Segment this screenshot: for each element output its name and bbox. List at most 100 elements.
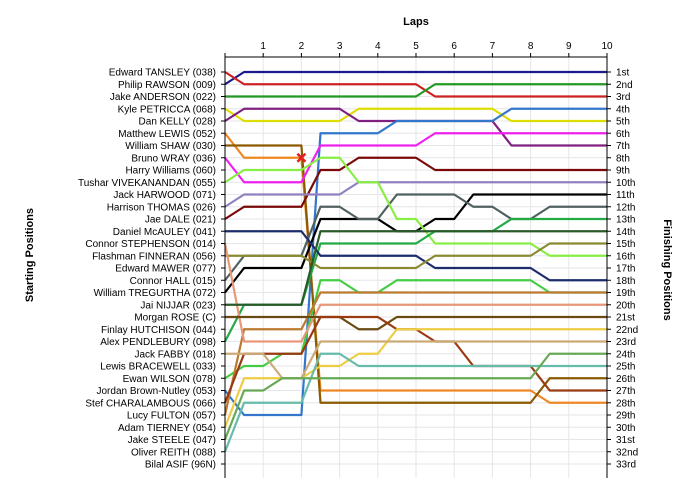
series-line [224, 107, 607, 123]
starting-position-label: Adam TIERNEY (054) [118, 423, 216, 434]
series-layer [223, 70, 607, 453]
x-tick-label: 6 [451, 41, 457, 52]
finishing-position-label: 1st [616, 68, 630, 79]
series-line [223, 352, 607, 440]
finishing-position-label: 26th [616, 374, 635, 385]
starting-position-label: Jai NIJJAR (023) [140, 300, 216, 311]
x-tick-label: 5 [413, 41, 419, 52]
x-tick-label: 1 [260, 41, 266, 52]
starting-position-label: William SHAW (030) [125, 141, 216, 152]
finishing-position-label: 32nd [616, 447, 638, 458]
finishing-position-label: 31st [616, 435, 635, 446]
starting-position-label: Edward TANSLEY (038) [109, 68, 216, 79]
finishing-position-label: 7th [616, 141, 630, 152]
series-line [225, 230, 607, 306]
series-line [225, 83, 607, 98]
series-line [224, 156, 607, 257]
starting-position-label: Jack FABBY (018) [134, 349, 216, 360]
finishing-position-label: 22nd [616, 325, 638, 336]
x-tick-label: 2 [299, 41, 305, 52]
finishing-position-label: 21st [616, 313, 635, 324]
x-tick-label: 3 [337, 41, 343, 52]
finishing-position-label: 27th [616, 386, 635, 397]
starting-position-label: Oliver REITH (088) [131, 447, 216, 458]
starting-position-label: Kyle PETRICCA (068) [118, 104, 216, 115]
series-line [223, 328, 607, 428]
starting-position-label: Harrison THOMAS (026) [107, 202, 216, 213]
x-tick-label: 10 [601, 41, 613, 52]
starting-position-label: Matthew LEWIS (052) [118, 129, 216, 140]
starting-position-label: Dan KELLY (028) [139, 117, 216, 128]
series-line [223, 243, 607, 343]
finishing-position-label: 6th [616, 129, 630, 140]
finishing-position-label: 24th [616, 349, 635, 360]
starting-position-label: Edward MAWER (077) [115, 264, 216, 275]
axes [221, 53, 611, 478]
finishing-position-label: 33rd [616, 460, 636, 471]
x-tick-label: 8 [528, 41, 534, 52]
series-line [223, 291, 607, 416]
markers [296, 152, 307, 163]
starting-position-labels: Edward TANSLEY (038)Philip RAWSON (009)J… [78, 68, 216, 471]
series-line [224, 132, 607, 184]
finishing-position-label: 9th [616, 166, 630, 177]
finishing-position-label: 4th [616, 104, 630, 115]
starting-position-label: Alex PENDLEBURY (098) [100, 337, 216, 348]
starting-position-label: Jake ANDERSON (022) [110, 92, 216, 103]
starting-position-label: Jordan Brown-Nutley (053) [97, 386, 217, 397]
starting-position-label: Flashman FINNERAN (056) [92, 251, 216, 262]
series-line [224, 70, 607, 86]
series-line [224, 132, 607, 404]
starting-position-label: Philip RAWSON (009) [118, 80, 216, 91]
starting-position-label: William TREGURTHA (072) [94, 288, 216, 299]
series-line [225, 315, 607, 331]
x-axis-title: Laps [403, 16, 429, 28]
finishing-position-label: 18th [616, 276, 635, 287]
series-line [224, 156, 607, 220]
series-line [223, 352, 607, 453]
starting-position-label: Tushar VIVEKANANDAN (055) [78, 178, 216, 189]
starting-position-label: Bruno WRAY (036) [131, 153, 216, 164]
series-line [224, 107, 607, 417]
series-line [225, 144, 607, 404]
x-tick-label: 4 [375, 41, 381, 52]
series-line [224, 71, 607, 98]
series-line [225, 242, 607, 270]
starting-position-label: Connor STEPHENSON (014) [85, 239, 216, 250]
finishing-position-label: 2nd [616, 80, 633, 91]
finishing-position-label: 12th [616, 202, 635, 213]
starting-position-label: Jake STEELE (047) [128, 435, 216, 446]
finishing-position-label: 29th [616, 411, 635, 422]
starting-position-label: Bilal ASIF (96N) [145, 460, 216, 471]
finishing-position-label: 11th [616, 190, 635, 201]
finishing-position-label: 5th [616, 117, 630, 128]
finishing-position-label: 8th [616, 153, 630, 164]
x-tick-label: 7 [490, 41, 496, 52]
finishing-position-label: 20th [616, 300, 635, 311]
starting-position-label: Stef CHARALAMBOUS (066) [85, 398, 216, 409]
finishing-position-label: 3rd [616, 92, 630, 103]
finishing-position-label: 14th [616, 227, 635, 238]
finishing-position-label: 13th [616, 215, 635, 226]
x-tick-label: 9 [566, 41, 572, 52]
x-tick-labels: 1 2 3 4 5 6 7 8 9 10 [260, 41, 613, 52]
right-axis-title: Finishing Positions [661, 219, 673, 320]
starting-position-label: Harry Williams (060) [125, 166, 216, 177]
finishing-position-label: 25th [616, 362, 635, 373]
finishing-position-label: 16th [616, 251, 635, 262]
starting-position-label: Jae DALE (021) [145, 215, 216, 226]
starting-position-label: Connor HALL (015) [130, 276, 216, 287]
finishing-position-label: 30th [616, 423, 635, 434]
finishing-position-label: 15th [616, 239, 635, 250]
starting-position-label: Lucy FULTON (057) [127, 411, 216, 422]
starting-position-label: Lewis BRACEWELL (033) [100, 362, 216, 373]
starting-position-label: Finlay HUTCHISON (044) [101, 325, 216, 336]
finishing-position-label: 19th [616, 288, 635, 299]
starting-position-label: Ewan WILSON (078) [123, 374, 216, 385]
starting-position-label: Jack HARWOOD (071) [113, 190, 216, 201]
starting-position-label: Daniel McAULEY (041) [113, 227, 216, 238]
retirement-marker [296, 152, 307, 163]
